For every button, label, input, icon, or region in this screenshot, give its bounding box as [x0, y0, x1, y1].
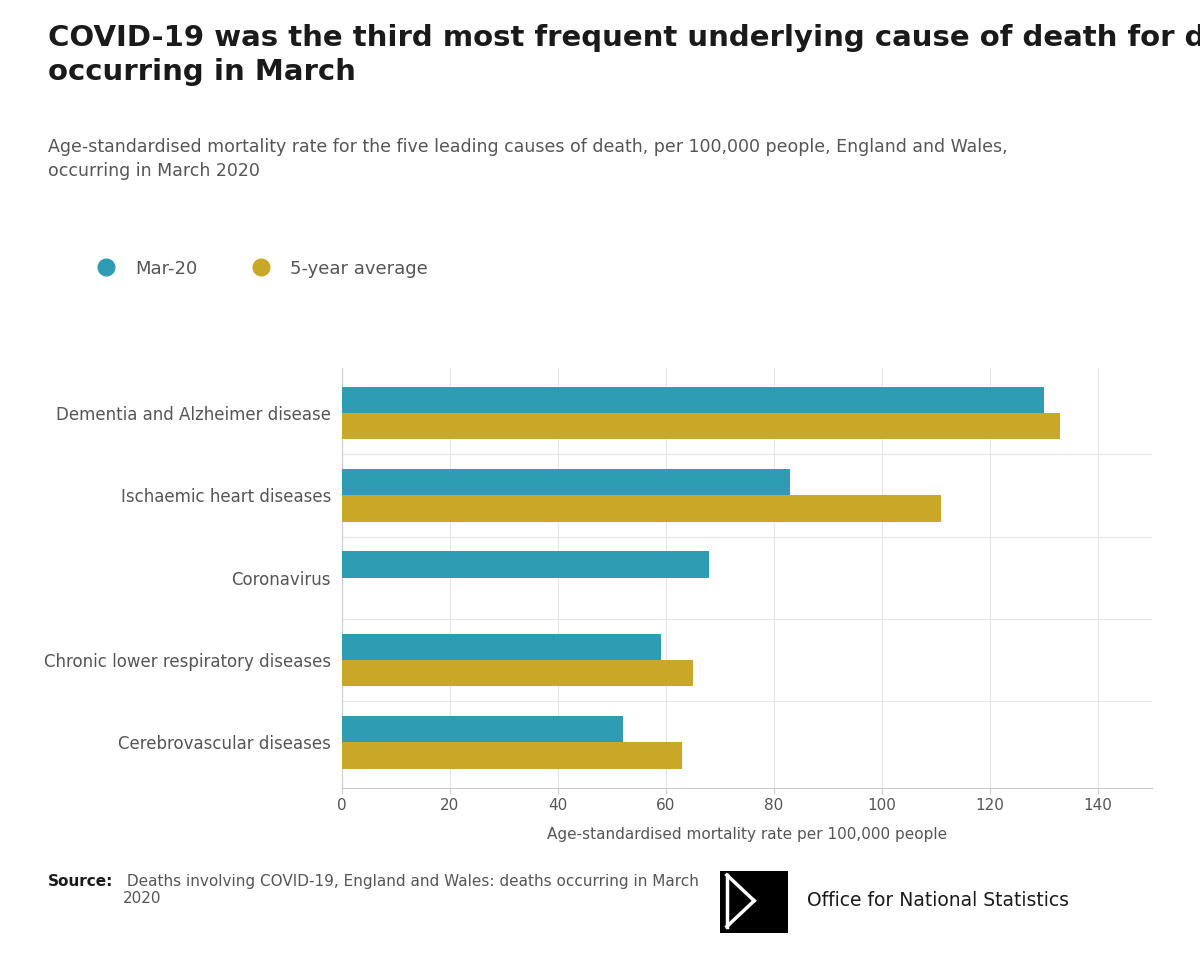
Text: Source:: Source:: [48, 874, 113, 889]
Bar: [342, 660, 694, 687]
Bar: [342, 496, 942, 521]
Bar: [342, 634, 660, 660]
Legend: Mar-20, 5-year average: Mar-20, 5-year average: [82, 252, 434, 285]
Bar: [342, 469, 791, 496]
Text: Office for National Statistics: Office for National Statistics: [806, 891, 1069, 910]
Text: Age-standardised mortality rate for the five leading causes of death, per 100,00: Age-standardised mortality rate for the …: [48, 138, 1008, 180]
Bar: [342, 742, 683, 769]
X-axis label: Age-standardised mortality rate per 100,000 people: Age-standardised mortality rate per 100,…: [547, 827, 947, 842]
Bar: [342, 387, 1044, 414]
Text: Deaths involving COVID-19, England and Wales: deaths occurring in March
2020: Deaths involving COVID-19, England and W…: [122, 874, 700, 906]
Bar: [342, 551, 709, 578]
Text: COVID-19 was the third most frequent underlying cause of death for deaths
occurr: COVID-19 was the third most frequent und…: [48, 24, 1200, 87]
Bar: [342, 716, 623, 742]
Bar: [342, 414, 1061, 439]
